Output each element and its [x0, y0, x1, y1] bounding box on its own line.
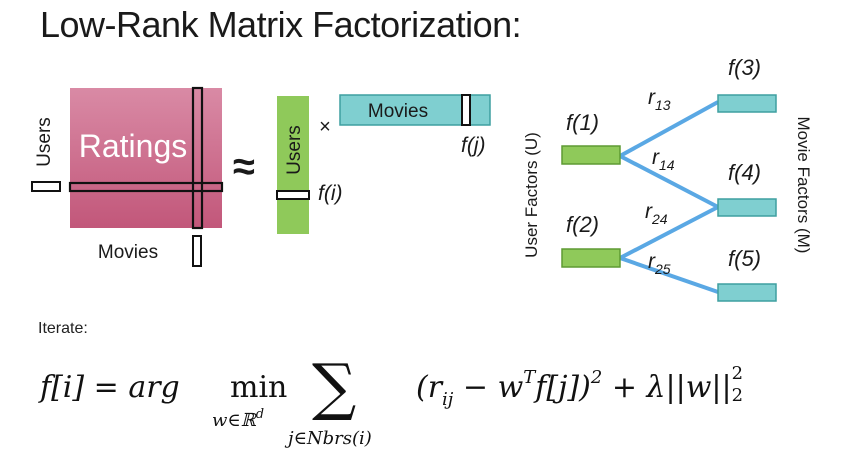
movie-node-3-label: f(3)	[728, 55, 761, 80]
formula-lhs: f[i] = arg	[40, 370, 180, 405]
column-marker	[192, 235, 202, 267]
user-node-2-label: f(2)	[566, 212, 599, 237]
movie-node-5	[717, 283, 777, 302]
user-vector-row	[276, 190, 310, 200]
formula-sum-subscript: j∈Nbrs(i)	[288, 428, 372, 449]
movie-factors-axis-label: Movie Factors (M)	[794, 117, 813, 254]
edge-1-4	[619, 154, 719, 209]
slide-title: Low-Rank Matrix Factorization:	[40, 4, 522, 45]
fi-label: f(i)	[318, 182, 343, 205]
bipartite-graph: f(1) f(2) f(3) f(4) f(5) r13 r14 r24 r25…	[522, 55, 813, 302]
user-vector-label: Users	[284, 125, 305, 175]
highlight-row	[68, 181, 224, 193]
movie-node-4-label: f(4)	[728, 160, 761, 185]
user-factor-vector	[277, 96, 309, 234]
user-node-1-label: f(1)	[566, 110, 599, 135]
users-axis-label: Users	[34, 117, 55, 167]
edge-label-25: r25	[648, 250, 671, 277]
edge-label-14: r14	[652, 146, 675, 173]
formula-body: (rij − wTf[j])2 + λ||w|| 2 2	[416, 363, 744, 410]
movie-vector-label: Movies	[368, 101, 428, 122]
update-formula: f[i] = arg min w∈ℝd ∑ j∈Nbrs(i) (rij − w…	[40, 350, 820, 452]
iterate-label: Iterate:	[38, 320, 88, 337]
edge-2-5	[619, 256, 719, 294]
ratings-matrix	[70, 88, 222, 228]
formula-sum: ∑	[312, 350, 357, 423]
user-node-1	[561, 145, 621, 165]
edge-label-24: r24	[645, 200, 668, 227]
times-symbol: ×	[319, 116, 331, 138]
ratings-label: Ratings	[79, 128, 188, 164]
formula-min-subscript: w∈ℝd	[212, 407, 265, 431]
movie-vector-column	[461, 94, 471, 126]
user-node-2	[561, 248, 621, 268]
edge-label-13: r13	[648, 86, 671, 113]
movie-node-4	[717, 198, 777, 217]
edge-1-3	[619, 100, 719, 158]
movies-axis-label: Movies	[98, 242, 158, 263]
fj-label: f(j)	[461, 134, 486, 157]
formula-min: min	[230, 370, 288, 405]
highlight-column	[191, 86, 204, 230]
edge-2-4	[619, 205, 719, 260]
approx-symbol: ≈	[233, 145, 255, 189]
user-factors-axis-label: User Factors (U)	[522, 132, 541, 258]
movie-node-5-label: f(5)	[728, 246, 761, 271]
row-marker	[31, 181, 61, 192]
movie-node-3	[717, 94, 777, 113]
